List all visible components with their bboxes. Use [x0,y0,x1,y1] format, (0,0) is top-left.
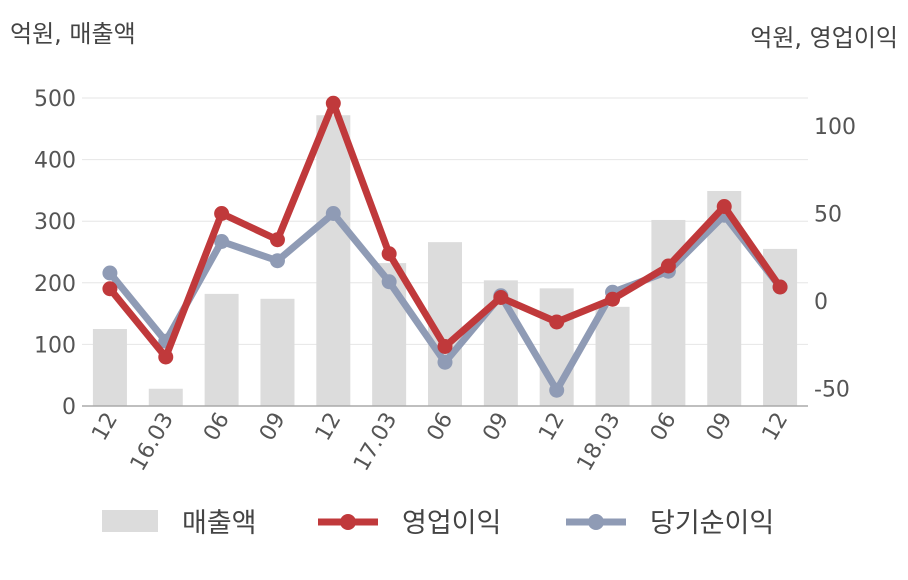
operating-profit-point [437,339,453,354]
net-income-point [325,206,341,221]
right-axis-ticks: -50 0 50 100 [814,115,856,403]
x-tick-label: 16.03 [126,409,179,476]
right-tick-label: -50 [814,378,850,403]
x-tick-label: 18.03 [573,409,626,476]
x-tick-label: 12 [311,409,347,446]
revenue-bar [92,329,127,406]
left-tick-label: 200 [34,272,76,297]
right-tick-label: 100 [814,115,856,140]
net-income-point [381,274,397,290]
profit-lines [102,95,788,398]
x-tick-label: 09 [478,409,514,446]
legend-marker-operating [340,514,356,530]
legend-label-operating: 영업이익 [402,508,501,539]
operating-profit-point [269,232,285,248]
x-tick-label: 17.03 [349,409,402,476]
operating-profit-point [549,314,565,330]
operating-profit-point [716,199,732,214]
right-tick-label: 0 [814,290,828,315]
revenue-bar [148,388,183,406]
operating-profit-point [325,95,341,111]
left-axis-ticks: 0 100 200 300 400 500 [34,87,76,420]
net-income-point [269,253,285,269]
x-tick-label: 09 [702,409,738,446]
revenue-bar [260,298,295,406]
left-tick-label: 0 [62,395,76,420]
x-tick-label: 06 [646,409,682,446]
x-axis: 12 16.03 06 09 12 17.03 06 09 12 18.03 06 09 12 [82,405,808,476]
operating-profit-point [102,281,118,297]
x-tick-label: 06 [423,409,459,446]
left-tick-label: 500 [34,87,76,112]
operating-profit-point [158,349,174,365]
net-income-point [214,234,230,249]
operating-profit-point [660,258,676,274]
legend-marker-net [588,514,604,530]
left-tick-label: 100 [34,333,76,358]
revenue-bar [595,306,630,406]
legend: 매출액 영업이익 당기순이익 [102,508,774,539]
right-tick-label: 50 [814,203,842,228]
net-income-point [549,382,565,398]
operating-profit-point [381,246,397,262]
left-axis-unit: 억원, 매출액 [10,20,136,48]
x-tick-label: 12 [87,409,123,446]
operating-profit-point [772,279,788,295]
revenue-bar [204,293,239,406]
legend-label-net: 당기순이익 [650,508,774,539]
right-axis-unit: 억원, 영업이익 [750,24,898,52]
operating-profit-point [214,206,230,221]
x-tick-label: 09 [255,409,291,446]
revenue-bar [316,115,351,407]
x-tick-label: 12 [534,409,570,446]
x-tick-label: 12 [758,409,794,446]
net-income-point [102,265,118,281]
left-tick-label: 400 [34,149,76,174]
legend-swatch-revenue [102,510,158,532]
operating-profit-point [605,291,621,307]
left-tick-label: 300 [34,210,76,235]
operating-profit-point [493,290,509,305]
x-tick-label: 06 [199,409,235,446]
legend-label-revenue: 매출액 [182,508,257,539]
revenue-bar [651,219,686,406]
net-income-point [437,354,453,370]
